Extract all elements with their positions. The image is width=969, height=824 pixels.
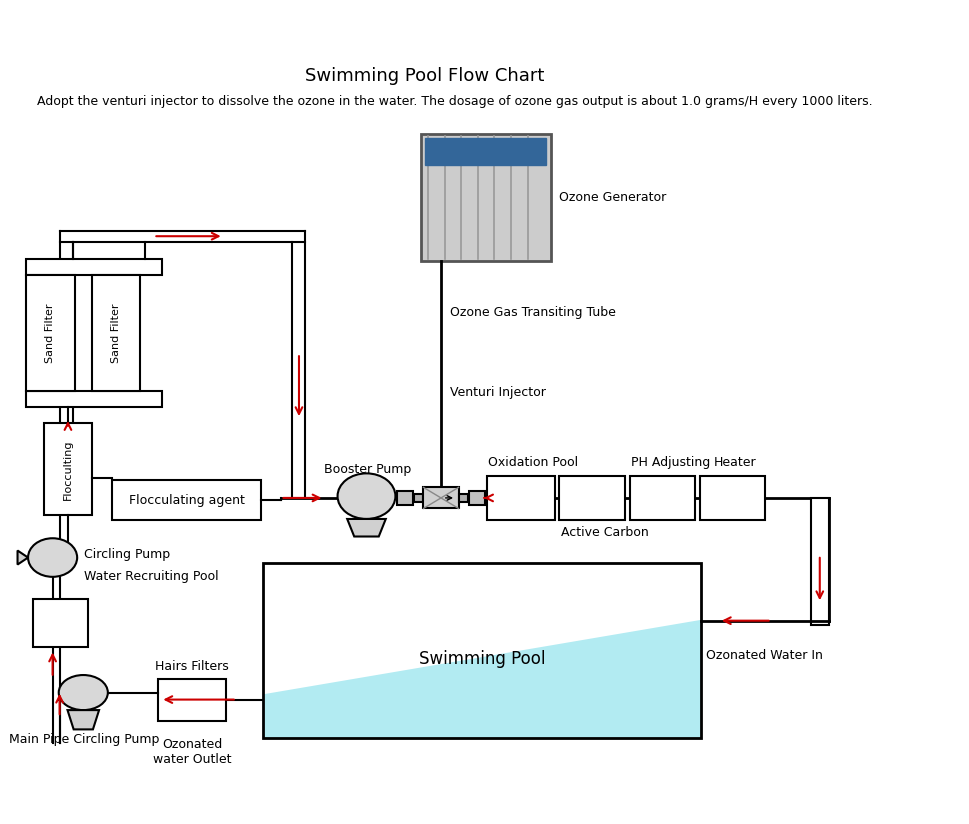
Text: Booster Pump: Booster Pump — [325, 463, 412, 476]
Bar — [414, 494, 422, 503]
Text: Ozonated Water In: Ozonated Water In — [705, 649, 823, 662]
Text: Circling Pump: Circling Pump — [84, 547, 171, 560]
Bar — [700, 476, 766, 520]
Ellipse shape — [28, 538, 78, 577]
Bar — [26, 260, 162, 275]
Text: Active Carbon: Active Carbon — [561, 527, 649, 540]
Bar — [486, 476, 555, 520]
Bar — [559, 476, 625, 520]
Ellipse shape — [59, 675, 108, 710]
Text: Oxidation Pool: Oxidation Pool — [488, 456, 578, 470]
Polygon shape — [17, 550, 28, 564]
Polygon shape — [263, 620, 702, 738]
Text: Adopt the venturi injector to dissolve the ozone in the water. The dosage of ozo: Adopt the venturi injector to dissolve t… — [37, 95, 872, 108]
Bar — [811, 498, 828, 625]
Text: Hairs Filters: Hairs Filters — [155, 660, 229, 672]
Bar — [421, 134, 550, 261]
Bar — [33, 599, 87, 647]
Text: Venturi Injector: Venturi Injector — [450, 386, 546, 399]
Text: Sand Filter: Sand Filter — [111, 303, 121, 363]
Text: Water Recruiting Pool: Water Recruiting Pool — [84, 570, 219, 583]
Bar — [630, 476, 696, 520]
Bar — [425, 138, 547, 165]
Ellipse shape — [337, 473, 395, 519]
Text: Ozonated
water Outlet: Ozonated water Outlet — [153, 738, 232, 766]
Polygon shape — [347, 519, 386, 536]
Bar — [26, 275, 75, 391]
Text: Swimming Pool: Swimming Pool — [419, 650, 546, 668]
Text: Flocculating agent: Flocculating agent — [129, 494, 245, 507]
Bar — [263, 563, 702, 738]
Bar — [112, 480, 262, 520]
Text: PH Adjusting: PH Adjusting — [631, 456, 710, 470]
Bar — [158, 678, 226, 721]
Bar — [397, 491, 413, 505]
Text: Heater: Heater — [713, 456, 756, 470]
Bar — [44, 424, 92, 516]
Polygon shape — [68, 710, 99, 729]
Bar — [423, 488, 458, 508]
Text: Ozone Gas Transiting Tube: Ozone Gas Transiting Tube — [450, 306, 615, 319]
Text: Sand Filter: Sand Filter — [46, 303, 55, 363]
Bar — [459, 494, 468, 503]
Bar — [92, 275, 141, 391]
Text: Ozone Generator: Ozone Generator — [559, 190, 667, 204]
Text: Flocculting: Flocculting — [63, 439, 73, 499]
Bar — [469, 491, 484, 505]
Bar — [26, 391, 162, 407]
Text: Main Pipe Circling Pump: Main Pipe Circling Pump — [9, 733, 159, 746]
Text: Swimming Pool Flow Chart: Swimming Pool Flow Chart — [304, 67, 544, 85]
